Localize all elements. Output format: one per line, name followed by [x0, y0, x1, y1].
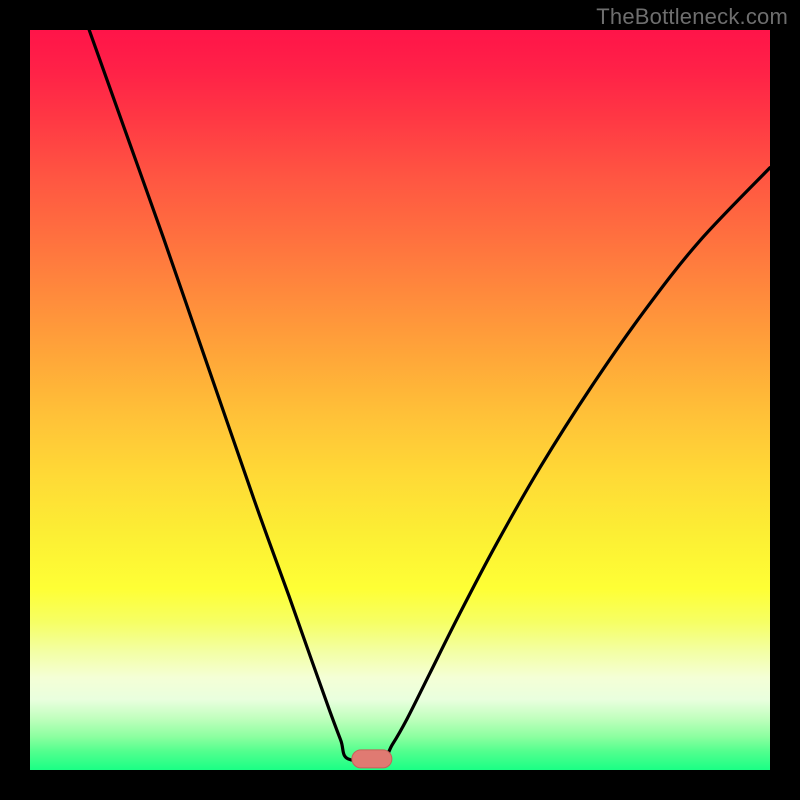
- watermark-text: TheBottleneck.com: [596, 4, 788, 30]
- plot-background: [30, 30, 770, 770]
- optimal-point-marker: [352, 750, 392, 768]
- bottleneck-chart-svg: [0, 0, 800, 800]
- chart-container: TheBottleneck.com: [0, 0, 800, 800]
